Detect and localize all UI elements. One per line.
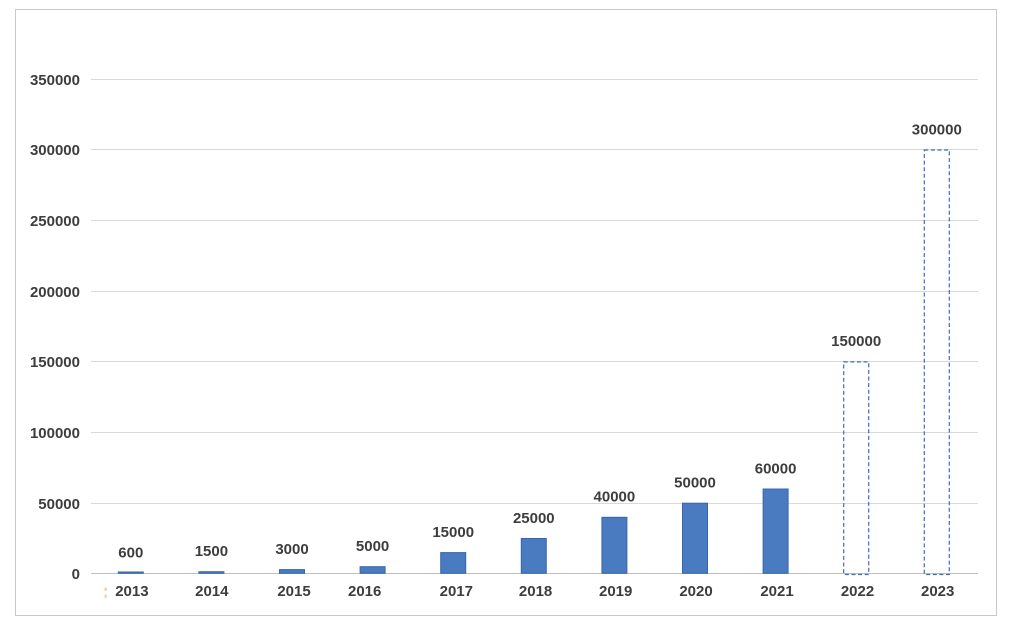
svg-text:25000: 25000 <box>513 510 555 527</box>
svg-text:3000: 3000 <box>275 541 308 558</box>
svg-text:300000: 300000 <box>912 121 962 138</box>
svg-text:350000: 350000 <box>30 72 80 89</box>
svg-text:40000: 40000 <box>594 489 636 506</box>
svg-text:2020: 2020 <box>679 583 712 600</box>
svg-text:300000: 300000 <box>30 142 80 159</box>
svg-text:2019: 2019 <box>599 583 632 600</box>
svg-text:2023: 2023 <box>921 583 954 600</box>
svg-text:5000: 5000 <box>356 538 389 555</box>
svg-text:15000: 15000 <box>432 524 474 541</box>
svg-text:2017: 2017 <box>440 583 473 600</box>
svg-text:2013: 2013 <box>115 583 148 600</box>
svg-text:150000: 150000 <box>831 333 881 350</box>
svg-text:2016: 2016 <box>348 583 381 600</box>
svg-text:0: 0 <box>72 566 80 583</box>
svg-text:60000: 60000 <box>755 460 797 477</box>
svg-text:100000: 100000 <box>30 425 80 442</box>
svg-text:50000: 50000 <box>38 496 80 513</box>
svg-text:2015: 2015 <box>277 583 310 600</box>
svg-text:2022: 2022 <box>841 583 874 600</box>
svg-text:600: 600 <box>118 544 143 561</box>
svg-text:50000: 50000 <box>674 475 716 492</box>
svg-text:250000: 250000 <box>30 213 80 230</box>
svg-text:1500: 1500 <box>195 543 228 560</box>
svg-text:2018: 2018 <box>519 583 552 600</box>
svg-text:2014: 2014 <box>195 583 229 600</box>
svg-text:150000: 150000 <box>30 354 80 371</box>
svg-text:200000: 200000 <box>30 284 80 301</box>
svg-text:2021: 2021 <box>760 583 793 600</box>
